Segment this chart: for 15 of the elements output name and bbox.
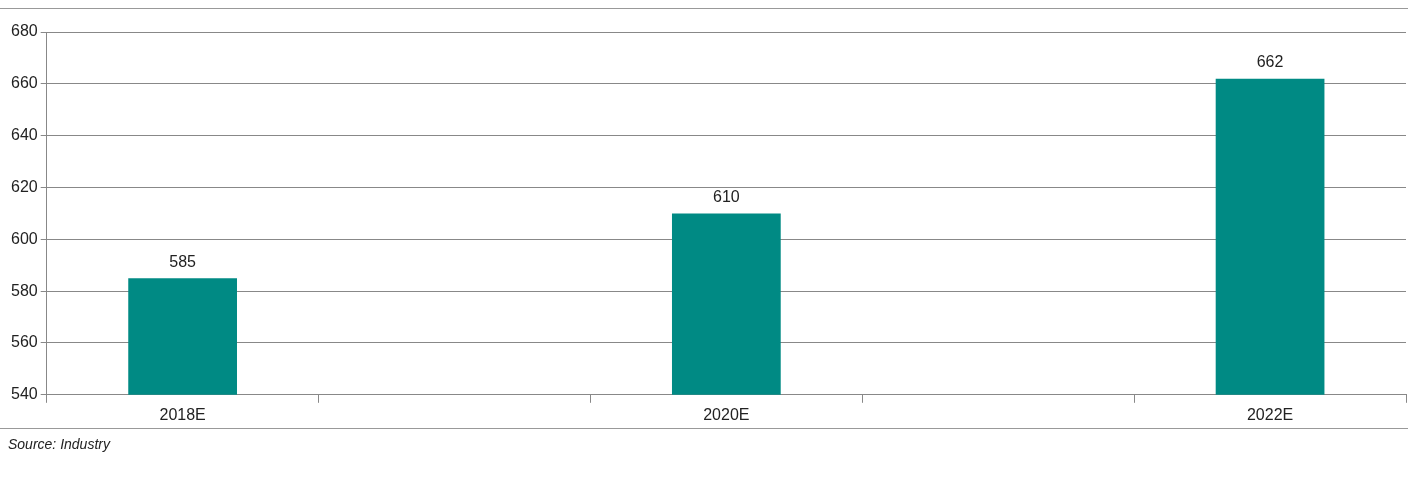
y-tick-label: 640 bbox=[10, 126, 38, 144]
y-tick-label: 600 bbox=[10, 229, 38, 247]
y-tick-label: 620 bbox=[10, 177, 38, 195]
source-note: Source: Industry bbox=[8, 436, 110, 452]
x-tick-label: 2020E bbox=[703, 405, 750, 423]
y-tick-label: 680 bbox=[10, 22, 38, 40]
data-label: 610 bbox=[713, 187, 740, 205]
y-tick-label: 560 bbox=[10, 333, 38, 351]
data-label: 662 bbox=[1256, 53, 1284, 71]
x-tick-label: 2022E bbox=[1246, 405, 1294, 423]
y-tick-label: 660 bbox=[10, 74, 38, 92]
y-tick-label: 540 bbox=[10, 385, 38, 403]
data-label: 585 bbox=[169, 252, 197, 270]
y-tick-label: 580 bbox=[10, 281, 38, 299]
x-tick-label: 2018E bbox=[159, 405, 206, 423]
